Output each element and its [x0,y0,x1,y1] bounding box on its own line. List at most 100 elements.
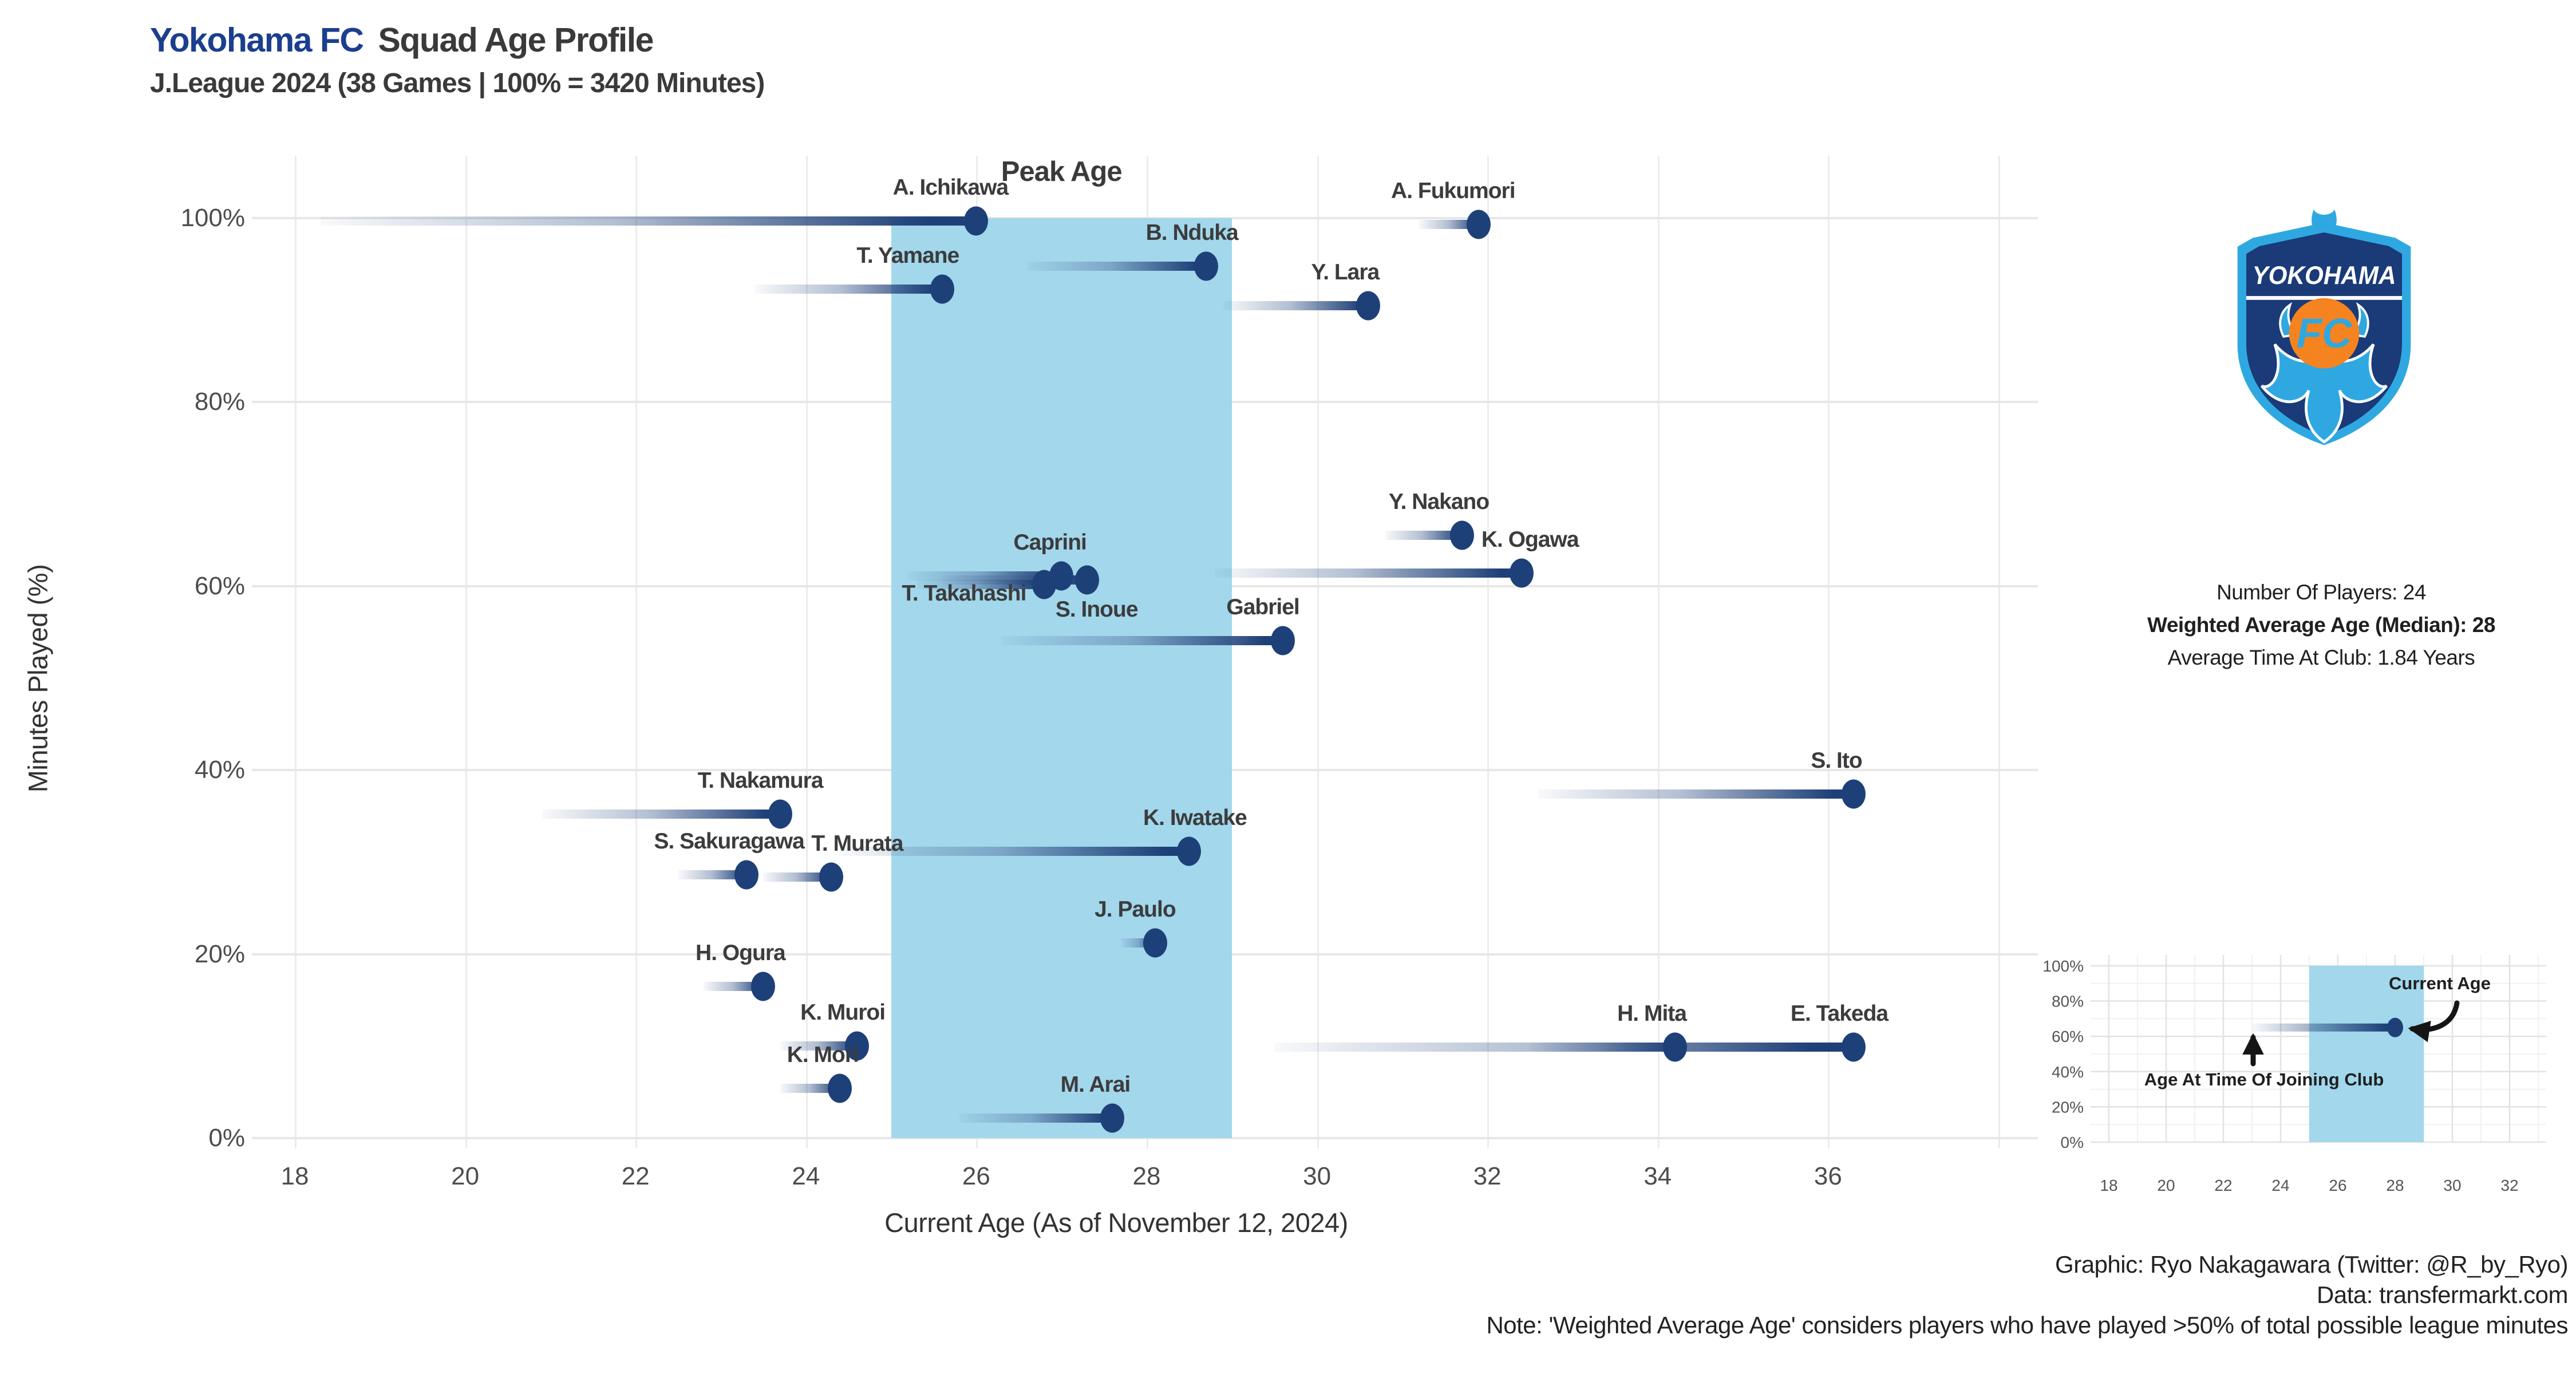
credits: Graphic: Ryo Nakagawara (Twitter: @R_by_… [1486,1249,2568,1340]
credit-note: Note: 'Weighted Average Age' considers p… [1486,1312,2568,1339]
player-label: S. Ito [1811,748,1862,773]
svg-text:26: 26 [2329,1176,2346,1194]
svg-text:24: 24 [2271,1176,2289,1194]
player-dot [1842,779,1866,809]
player-label: K. Mori [787,1043,859,1068]
x-tick-label: 36 [1814,1162,1842,1190]
x-tick-label: 28 [1132,1162,1161,1190]
player-segment [542,810,785,819]
credit-data-source: Data: transfermarkt.com [2317,1281,2568,1308]
player-segment [754,284,947,294]
player-label: Y. Nakano [1388,489,1490,515]
svg-text:Age At Time Of Joining Club: Age At Time Of Joining Club [2144,1069,2384,1089]
svg-text:40%: 40% [2052,1063,2084,1081]
x-tick-label: 34 [1643,1162,1672,1190]
title-block: Yokohama FC Squad Age Profile J.League 20… [150,21,765,99]
peak-age-band [891,218,1232,1138]
y-tick-label: 100% [180,204,245,232]
svg-text:0%: 0% [2061,1134,2084,1151]
y-tick-label: 0% [208,1124,245,1152]
x-tick-label: 32 [1473,1162,1502,1190]
player-segment [1223,301,1373,310]
player-segment [1215,568,1526,578]
y-gridline [252,1137,2038,1139]
x-gridline [1657,156,1660,1148]
x-tick-label: 30 [1303,1162,1332,1190]
player-label: K. Iwatake [1143,805,1247,830]
player-dot [1177,836,1202,866]
player-label: T. Yamane [856,243,959,268]
svg-text:60%: 60% [2052,1028,2084,1045]
logo-divider [2246,296,2403,300]
player-label: K. Muroi [800,1000,886,1025]
svg-text:20%: 20% [2052,1098,2084,1116]
player-dot [1842,1032,1866,1062]
y-tick-label: 80% [194,388,245,416]
player-dot [1467,210,1491,239]
logo-club-name: YOKOHAMA [2253,262,2396,290]
x-gridline [295,156,297,1148]
stat-average-time-at-club: Average Time At Club: 1.84 Years [2167,646,2475,669]
player-dot [1032,570,1057,599]
player-dot [751,972,776,1001]
player-dot [828,1073,852,1103]
x-gridline [465,156,467,1148]
logo-fc-text: FC [2296,310,2352,357]
x-gridline [635,156,638,1148]
player-label: H. Mita [1617,1001,1687,1026]
player-segment [320,216,981,226]
credit-graphic: Graphic: Ryo Nakagawara (Twitter: @R_by_… [2055,1251,2568,1278]
player-segment [1274,1042,1859,1052]
club-name-text: Yokohama FC [150,21,364,59]
player-dot [1143,928,1167,958]
x-gridline [1487,156,1490,1148]
player-dot [1074,565,1099,595]
x-gridline [1998,156,2000,1148]
player-dot [768,799,793,829]
x-tick-label: 20 [451,1162,480,1190]
player-segment [840,846,1194,856]
player-label: K. Ogawa [1481,527,1579,552]
x-gridline [1828,156,1830,1148]
logo-fc-circle [2289,298,2360,369]
player-dot [930,274,954,304]
y-axis-title: Minutes Played (%) [22,564,53,793]
stat-number-of-players: Number Of Players: 24 [2217,581,2426,604]
player-dot [1449,520,1474,550]
y-tick-label: 60% [194,571,245,600]
player-label: E. Takeda [1790,1001,1888,1026]
player-label: S. Inoue [1055,597,1139,622]
player-label: A. Fukumori [1391,179,1516,204]
player-dot [819,862,844,892]
player-segment [763,872,836,882]
player-label: Caprini [1013,530,1087,555]
x-axis-title: Current Age (As of November 12, 2024) [884,1207,1348,1238]
y-tick-label: 20% [194,939,245,968]
player-dot [964,206,989,236]
player-label: T. Murata [811,831,903,856]
svg-text:20: 20 [2157,1176,2175,1194]
x-tick-label: 18 [280,1162,309,1190]
svg-text:Current Age: Current Age [2389,973,2491,993]
player-segment [959,1113,1117,1123]
player-label: M. Arai [1060,1072,1131,1097]
x-tick-label: 22 [621,1162,650,1190]
player-dot [1356,291,1380,321]
logo-phoenix-icon [2260,343,2388,444]
player-segment [1538,789,1859,799]
player-dot [734,860,758,890]
x-tick-label: 24 [792,1162,820,1190]
peak-age-label: Peak Age [1001,156,1123,187]
player-segment [1002,635,1288,645]
y-tick-label: 40% [194,756,245,784]
title-main-text: Squad Age Profile [378,21,654,59]
player-label: S. Sakuragawa [654,829,804,854]
svg-text:32: 32 [2500,1176,2518,1194]
stat-weighted-average-age: Weighted Average Age (Median): 28 [2147,613,2495,637]
x-gridline [805,156,808,1148]
player-dot [1509,558,1534,588]
svg-text:80%: 80% [2052,993,2084,1010]
player-label: J. Paulo [1095,897,1176,922]
player-dot [1100,1103,1125,1133]
player-label: T. Takahashi [902,581,1026,606]
